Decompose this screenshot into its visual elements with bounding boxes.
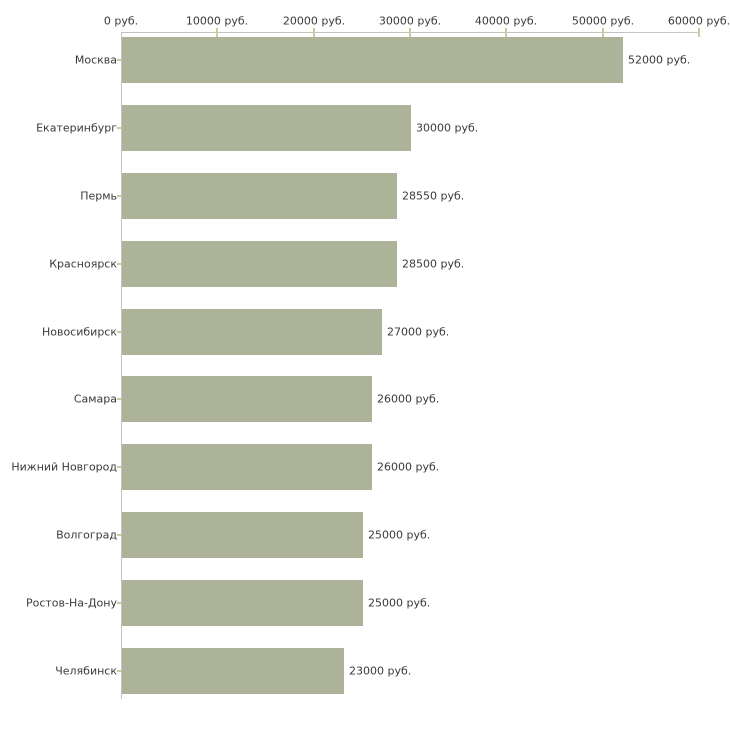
category-label: Нижний Новгород <box>11 460 117 474</box>
x-axis-tick-mark <box>602 28 604 37</box>
x-axis-tick-label: 60000 руб. <box>667 14 730 28</box>
bar <box>122 241 397 287</box>
bar-value-label: 23000 руб. <box>349 664 412 678</box>
bar-value-label: 25000 руб. <box>368 596 431 610</box>
bar-value-label: 30000 руб. <box>416 121 479 135</box>
x-axis-tick-label: 20000 руб. <box>282 14 346 28</box>
bar-value-label: 28500 руб. <box>402 257 465 271</box>
y-axis-line <box>121 32 122 699</box>
category-label: Челябинск <box>55 664 117 678</box>
x-axis-tick-mark <box>216 28 218 37</box>
y-axis-tick-mark <box>117 59 121 61</box>
bar <box>122 648 344 694</box>
bar <box>122 37 623 83</box>
y-axis-tick-mark <box>117 670 121 672</box>
bar-value-label: 27000 руб. <box>387 325 450 339</box>
y-axis-tick-mark <box>117 466 121 468</box>
category-label: Волгоград <box>56 528 117 542</box>
category-label: Екатеринбург <box>36 121 117 135</box>
bar <box>122 580 363 626</box>
category-label: Пермь <box>80 189 117 203</box>
y-axis-tick-mark <box>117 263 121 265</box>
y-axis-tick-mark <box>117 195 121 197</box>
bar <box>122 376 372 422</box>
bar <box>122 444 372 490</box>
y-axis-tick-mark <box>117 534 121 536</box>
bar-value-label: 25000 руб. <box>368 528 431 542</box>
y-axis-tick-mark <box>117 331 121 333</box>
category-label: Самара <box>73 392 117 406</box>
x-axis-tick-label: 50000 руб. <box>571 14 635 28</box>
y-axis-tick-mark <box>117 602 121 604</box>
bar-value-label: 52000 руб. <box>628 53 691 67</box>
x-axis-tick-mark <box>698 28 700 37</box>
x-axis-tick-mark <box>505 28 507 37</box>
x-axis-tick-label: 30000 руб. <box>378 14 442 28</box>
bar-value-label: 28550 руб. <box>402 189 465 203</box>
bar-value-label: 26000 руб. <box>377 392 440 406</box>
category-label: Москва <box>74 53 117 67</box>
bar <box>122 309 382 355</box>
x-axis-tick-label: 40000 руб. <box>474 14 538 28</box>
x-axis-tick-label: 0 руб. <box>103 14 139 28</box>
category-label: Ростов-На-Дону <box>25 596 117 610</box>
y-axis-tick-mark <box>117 127 121 129</box>
bar <box>122 105 411 151</box>
x-axis-tick-mark <box>313 28 315 37</box>
category-label: Красноярск <box>49 257 117 271</box>
x-axis-tick-mark <box>409 28 411 37</box>
bar-value-label: 26000 руб. <box>377 460 440 474</box>
bar <box>122 512 363 558</box>
bar <box>122 173 397 219</box>
y-axis-tick-mark <box>117 398 121 400</box>
x-axis-tick-label: 10000 руб. <box>185 14 249 28</box>
category-label: Новосибирск <box>41 325 117 339</box>
